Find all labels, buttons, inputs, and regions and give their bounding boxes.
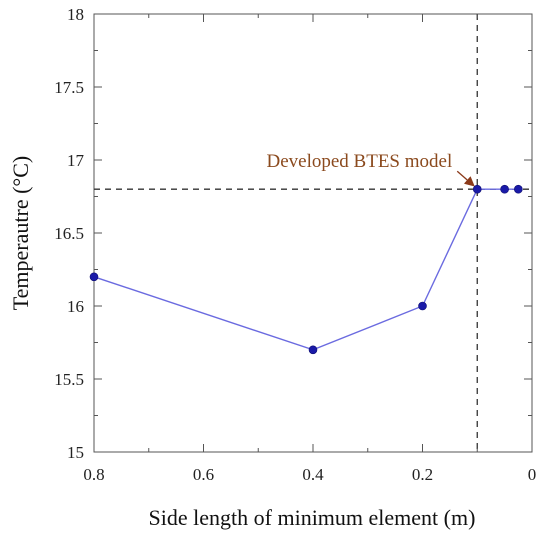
y-axis-title: Temperautre (°C) xyxy=(8,156,33,310)
plot-area-border xyxy=(93,13,533,453)
x-axis-title: Side length of minimum element (m) xyxy=(149,505,476,530)
y-tick-label: 15.5 xyxy=(54,370,84,389)
x-tick-label: 0.2 xyxy=(412,465,433,484)
data-point xyxy=(514,184,523,194)
x-tick-label: 0 xyxy=(528,465,537,484)
x-tick-label: 0.4 xyxy=(302,465,324,484)
annotation-label: Developed BTES model xyxy=(267,151,453,172)
data-point xyxy=(472,184,482,194)
data-point xyxy=(308,345,318,355)
data-point xyxy=(418,301,427,311)
y-tick-label: 17.5 xyxy=(54,78,84,97)
x-tick-label: 0.6 xyxy=(193,465,214,484)
y-tick-label: 18 xyxy=(67,5,84,24)
data-point xyxy=(89,272,99,282)
annotation-arrow xyxy=(456,170,475,187)
y-tick-label: 16 xyxy=(67,297,84,316)
y-tick-label: 15 xyxy=(67,443,84,462)
x-tick-label: 0.8 xyxy=(83,465,104,484)
series-line xyxy=(93,188,519,351)
y-tick-label: 17 xyxy=(67,151,85,170)
data-point xyxy=(500,184,509,194)
y-tick-label: 16.5 xyxy=(54,224,84,243)
